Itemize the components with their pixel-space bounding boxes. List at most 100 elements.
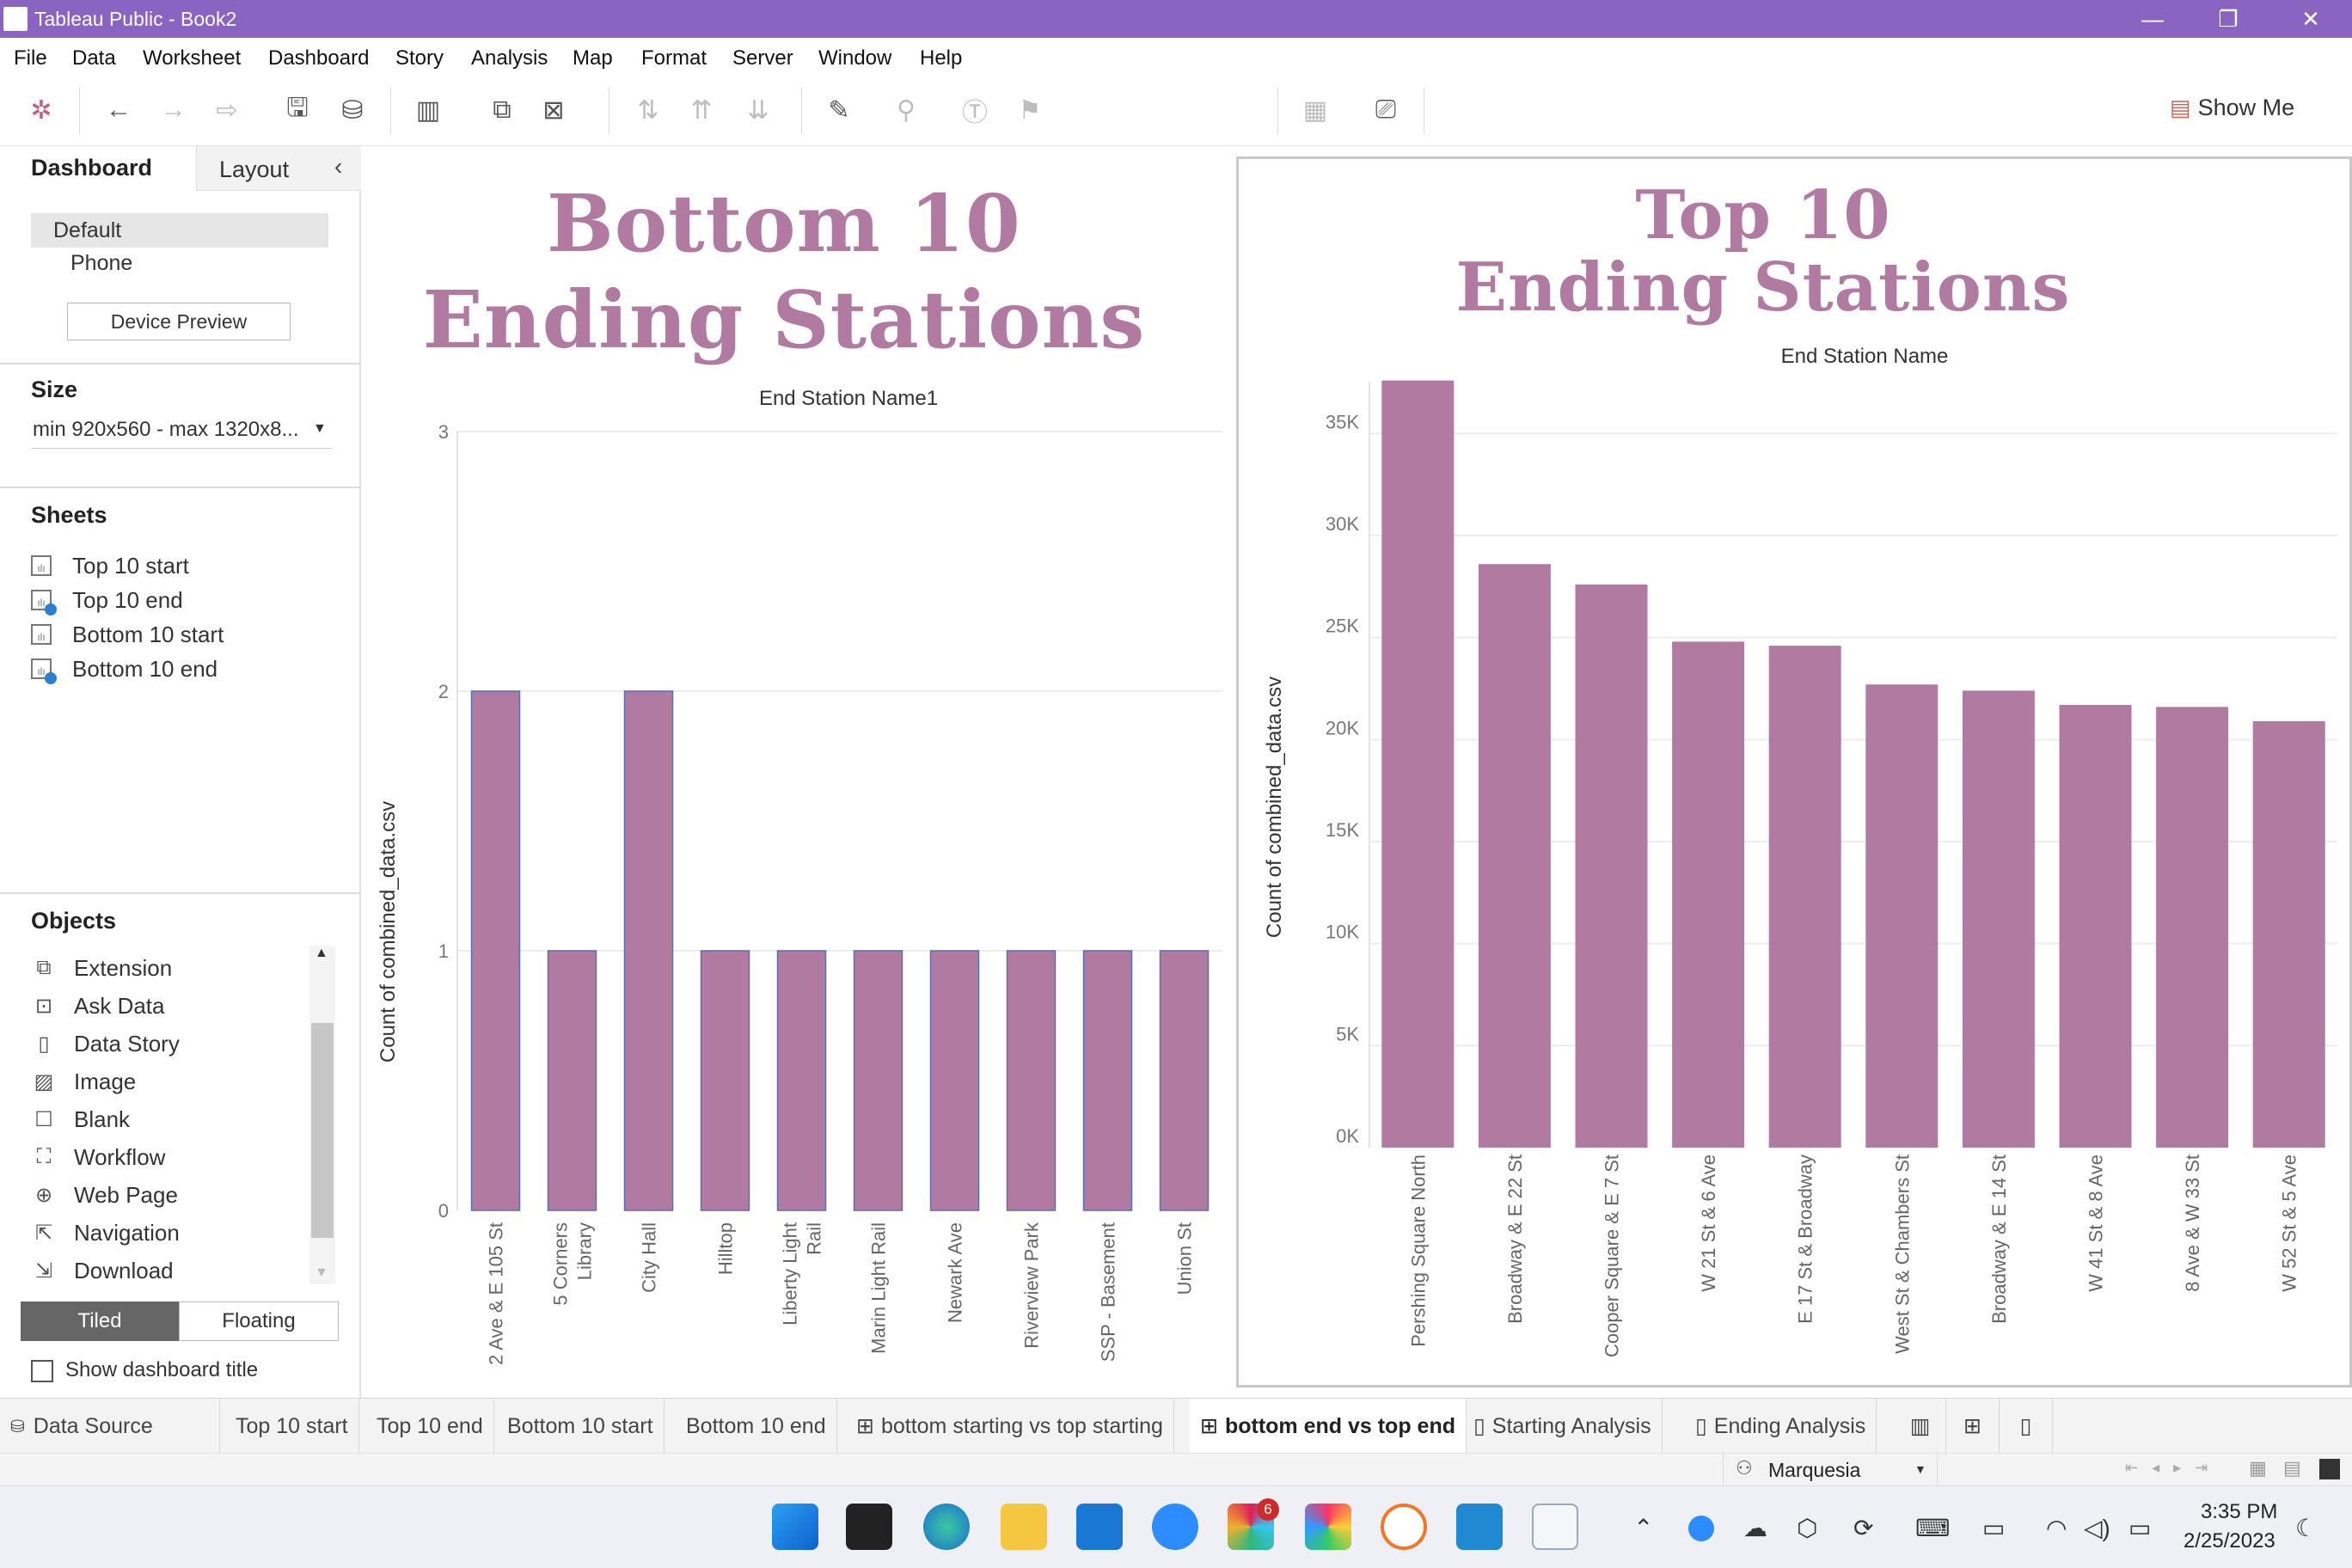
size-dropdown[interactable]: min 920x560 - max 1320x8... ▼ (31, 414, 332, 449)
redo-icon[interactable]: → (161, 95, 187, 124)
tab-top-10-start[interactable]: Top 10 start (225, 1399, 359, 1454)
object-navigation[interactable]: ⇱ Navigation (31, 1216, 180, 1250)
tray-app-icon[interactable]: ⬡ (1797, 1515, 1818, 1541)
sheet-nav-arrows[interactable]: ⇤◂▸⇥ (2125, 1459, 2222, 1476)
tiled-button[interactable]: Tiled (21, 1302, 179, 1341)
restore-button[interactable]: ❐ (2218, 6, 2239, 32)
moon-icon[interactable]: ☾ (2295, 1515, 2318, 1541)
sort-asc-icon[interactable]: ⇈ (690, 95, 713, 125)
menu-data[interactable]: Data (72, 46, 116, 70)
object-image[interactable]: ▨ Image (31, 1064, 137, 1099)
sheet-item-top-10-start[interactable]: ılı Top 10 start (31, 548, 189, 583)
menu-file[interactable]: File (14, 46, 47, 70)
undo-icon[interactable]: ← (106, 95, 132, 124)
scroll-up-icon[interactable]: ▲ (315, 946, 328, 960)
show-me-button[interactable]: ▤ Show Me (2170, 95, 2294, 121)
clock-date[interactable]: 2/25/2023 (2184, 1529, 2275, 1553)
object-workflow[interactable]: ⛶ Workflow (31, 1140, 166, 1174)
tab-bottom-starting-vs-top-starting[interactable]: ⊞ bottom starting vs top starting (846, 1399, 1174, 1454)
user-dropdown[interactable]: ⚇ Marquesia ▼ (1723, 1454, 1938, 1486)
top-10-chart[interactable]: Top 10 Ending Stations End Station Name … (1236, 156, 2352, 1387)
object-ask-data[interactable]: ⊡ Ask Data (31, 989, 165, 1023)
label-icon[interactable]: Ⓣ (962, 99, 988, 127)
sort-desc-icon[interactable]: ⇊ (747, 95, 769, 125)
duplicate-icon[interactable]: ⧉ (493, 95, 511, 124)
tab-data-source[interactable]: ⛁ Data Source (0, 1399, 220, 1454)
tableau-logo-icon[interactable]: ✲ (30, 95, 52, 125)
scroll-down-icon[interactable]: ▼ (315, 1265, 328, 1280)
show-filmstrip-icon[interactable]: ▦ (2249, 1457, 2267, 1479)
mail-icon[interactable] (1076, 1504, 1123, 1550)
device-default[interactable]: Default (31, 213, 328, 248)
object-extension[interactable]: ⧉ Extension (31, 951, 172, 985)
menu-format[interactable]: Format (641, 46, 707, 70)
windows-start-icon[interactable] (772, 1504, 818, 1550)
tab-starting-analysis[interactable]: ▯ Starting Analysis (1463, 1399, 1663, 1454)
group-icon[interactable]: ⚲ (897, 95, 916, 125)
tab-top-10-end[interactable]: Top 10 end (366, 1399, 494, 1454)
minimize-button[interactable]: — (2141, 6, 2164, 32)
menu-worksheet[interactable]: Worksheet (143, 46, 242, 70)
display-icon[interactable]: ▭ (1982, 1515, 2006, 1541)
save-icon[interactable]: 🖫 (286, 93, 309, 122)
collapse-panel-icon[interactable]: ‹ (334, 153, 343, 180)
menu-map[interactable]: Map (573, 46, 613, 70)
presentation-icon[interactable]: ⎚ (1375, 95, 1396, 124)
swap-icon[interactable]: ⇅ (637, 95, 659, 125)
object-data-story[interactable]: ▯ Data Story (31, 1026, 179, 1061)
pin-icon[interactable]: ⚑ (1018, 95, 1042, 125)
object-web-page[interactable]: ⊕ Web Page (31, 1178, 178, 1212)
edge-browser-icon[interactable] (923, 1504, 970, 1550)
show-tabs-icon[interactable]: ▤ (2283, 1457, 2301, 1479)
sheet-item-bottom-10-start[interactable]: ılı Bottom 10 start (31, 617, 224, 652)
object-download[interactable]: ⇲ Download (31, 1253, 174, 1288)
tab-bottom-10-start[interactable]: Bottom 10 start (497, 1399, 665, 1454)
menu-dashboard[interactable]: Dashboard (268, 46, 370, 70)
zoom-icon[interactable] (1152, 1504, 1198, 1550)
sheet-item-top-10-end[interactable]: ılı Top 10 end (31, 583, 183, 617)
tab-ending-analysis[interactable]: ▯ Ending Analysis (1685, 1399, 1877, 1454)
cards-icon[interactable]: ▦ (1302, 95, 1328, 125)
zoom-tray-icon[interactable] (1688, 1516, 1714, 1541)
replay-icon[interactable]: ⇨ (216, 95, 238, 125)
new-story-tab-button[interactable]: ▯ (2000, 1399, 2053, 1454)
clear-sheet-icon[interactable]: ⊠ (542, 95, 565, 125)
close-button[interactable]: ✕ (2301, 6, 2320, 32)
sync-icon[interactable]: ⟳ (1853, 1515, 1874, 1541)
menu-help[interactable]: Help (920, 46, 963, 70)
onedrive-icon[interactable]: ☁ (1743, 1515, 1767, 1541)
new-worksheet-tab-button[interactable]: ▥ (1895, 1399, 1946, 1454)
jupyter-icon[interactable] (1381, 1504, 1427, 1550)
tab-bottom-10-end[interactable]: Bottom 10 end (676, 1399, 837, 1454)
tab-dashboard[interactable]: Dashboard (0, 146, 196, 191)
new-datasource-icon[interactable]: ⛁ (341, 95, 364, 125)
floating-button[interactable]: Floating (179, 1302, 339, 1341)
bottom-10-chart[interactable]: Bottom 10 Ending Stations End Station Na… (363, 146, 1236, 1398)
sheet-item-bottom-10-end[interactable]: ılı Bottom 10 end (31, 652, 217, 686)
menu-story[interactable]: Story (395, 46, 444, 70)
app-icon[interactable] (1305, 1504, 1351, 1550)
battery-icon[interactable]: ▭ (2128, 1515, 2152, 1541)
menu-window[interactable]: Window (818, 46, 892, 70)
volume-icon[interactable]: ◁) (2084, 1515, 2110, 1541)
clock-time[interactable]: 3:35 PM (2201, 1500, 2278, 1523)
menu-server[interactable]: Server (732, 46, 793, 70)
device-preview-button[interactable]: Device Preview (67, 303, 291, 340)
new-dashboard-tab-button[interactable]: ⊞ (1946, 1399, 2000, 1454)
keyboard-icon[interactable]: ⌨ (1915, 1515, 1951, 1541)
chevron-up-icon[interactable]: ⌃ (1633, 1515, 1654, 1541)
file-explorer-icon[interactable] (1001, 1504, 1047, 1550)
tab-bottom-end-vs-top-end[interactable]: ⊞ bottom end vs top end (1190, 1399, 1467, 1454)
tableau-taskbar-icon[interactable] (1532, 1504, 1578, 1550)
object-blank[interactable]: ☐ Blank (31, 1102, 130, 1136)
objects-scrollbar[interactable]: ▲ ▼ (309, 946, 335, 1284)
menu-analysis[interactable]: Analysis (471, 46, 548, 70)
device-phone[interactable]: Phone (70, 251, 133, 275)
highlight-icon[interactable]: ✎ (828, 95, 850, 125)
task-view-icon[interactable] (846, 1504, 892, 1550)
vscode-icon[interactable] (1456, 1504, 1503, 1550)
new-worksheet-icon[interactable]: ▥ (415, 95, 441, 125)
scrollbar-thumb[interactable] (311, 1023, 334, 1238)
tab-layout[interactable]: Layout ‹ (196, 146, 361, 191)
show-title-checkbox[interactable] (31, 1360, 53, 1382)
